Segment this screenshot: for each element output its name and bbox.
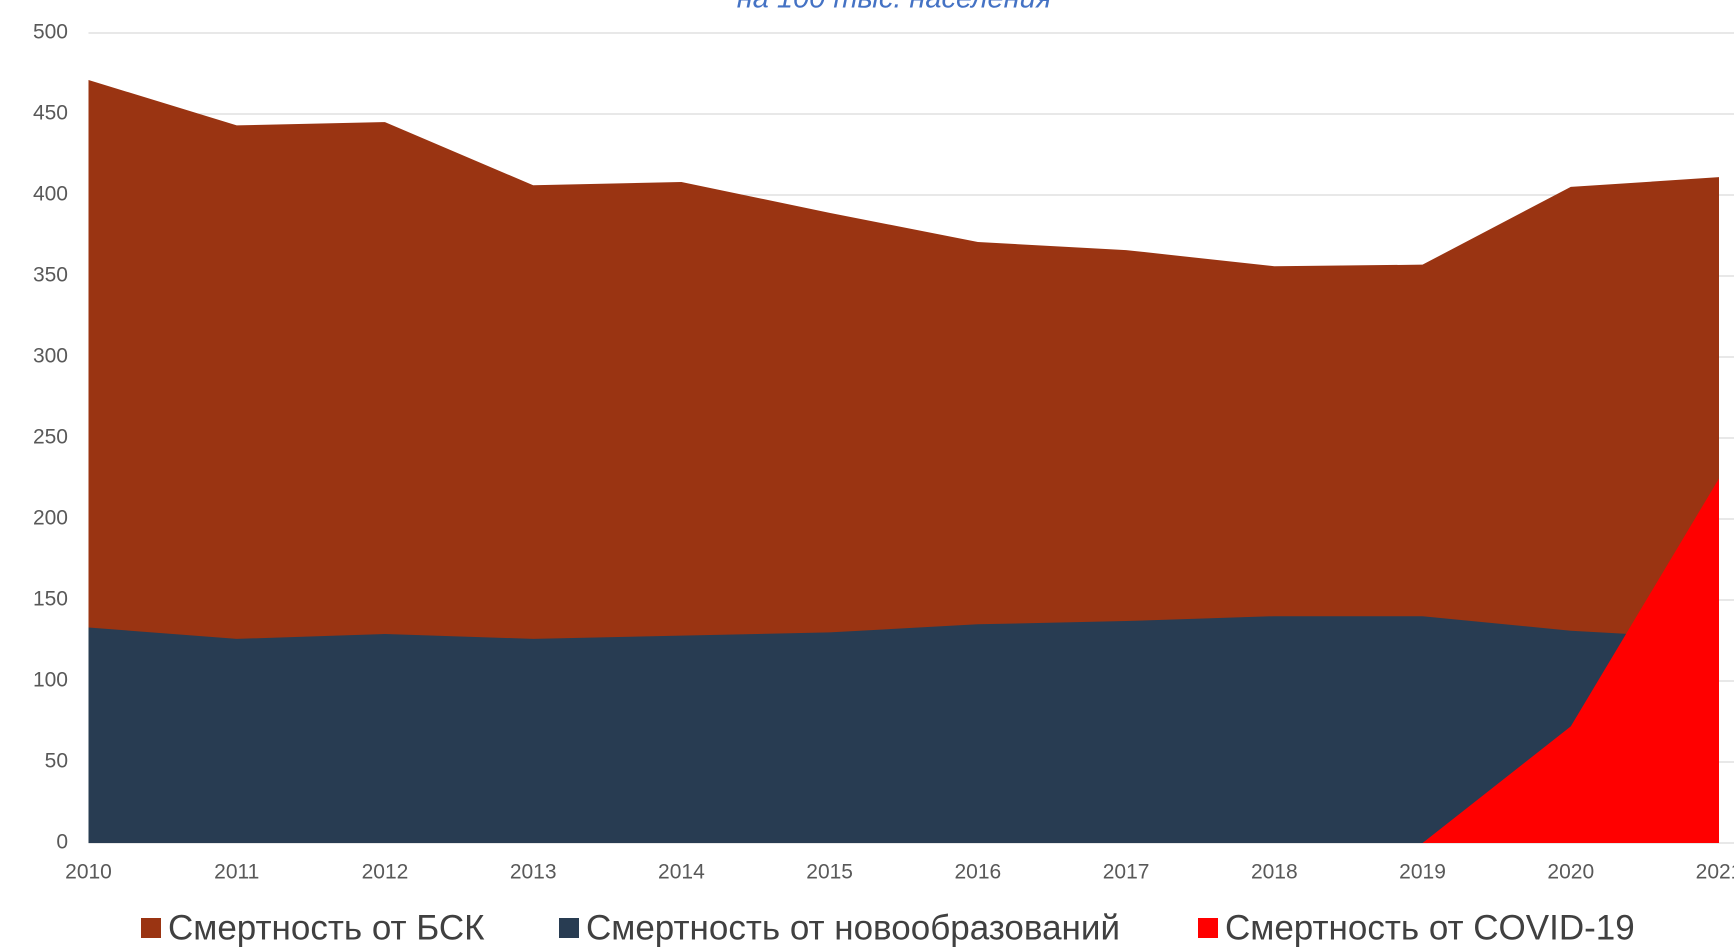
y-tick-label: 100 bbox=[33, 669, 68, 692]
chart-subtitle: на 100 тыс. населения bbox=[737, 0, 1052, 15]
legend-swatch bbox=[141, 918, 161, 938]
x-tick-label: 2014 bbox=[658, 861, 705, 884]
y-tick-label: 0 bbox=[56, 831, 68, 854]
legend-label: Смертность от БСК bbox=[168, 908, 485, 947]
y-tick-label: 200 bbox=[33, 507, 68, 530]
area bbox=[88, 616, 1719, 843]
x-tick-label: 2019 bbox=[1399, 861, 1446, 884]
y-tick-label: 450 bbox=[33, 102, 68, 125]
x-tick-label: 2016 bbox=[955, 861, 1002, 884]
x-tick-label: 2021 bbox=[1696, 861, 1734, 884]
x-tick-label: 2020 bbox=[1547, 861, 1594, 884]
x-tick-label: 2017 bbox=[1103, 861, 1150, 884]
y-tick-label: 300 bbox=[33, 345, 68, 368]
y-tick-label: 400 bbox=[33, 183, 68, 206]
x-tick-label: 2012 bbox=[362, 861, 409, 884]
legend-label: Смертность от COVID-19 bbox=[1225, 908, 1635, 947]
legend-swatch bbox=[1198, 918, 1218, 938]
y-tick-label: 350 bbox=[33, 264, 68, 287]
legend-swatch bbox=[559, 918, 579, 938]
x-tick-label: 2013 bbox=[510, 861, 557, 884]
y-tick-label: 150 bbox=[33, 588, 68, 611]
x-tick-label: 2015 bbox=[806, 861, 853, 884]
y-tick-label: 50 bbox=[45, 750, 68, 773]
y-tick-label: 500 bbox=[33, 21, 68, 44]
x-tick-label: 2011 bbox=[214, 861, 259, 884]
y-tick-label: 250 bbox=[33, 426, 68, 449]
x-tick-label: 2010 bbox=[65, 861, 112, 884]
x-tick-label: 2018 bbox=[1251, 861, 1298, 884]
area bbox=[1422, 478, 1719, 843]
legend-label: Смертность от новообразований bbox=[586, 908, 1120, 947]
